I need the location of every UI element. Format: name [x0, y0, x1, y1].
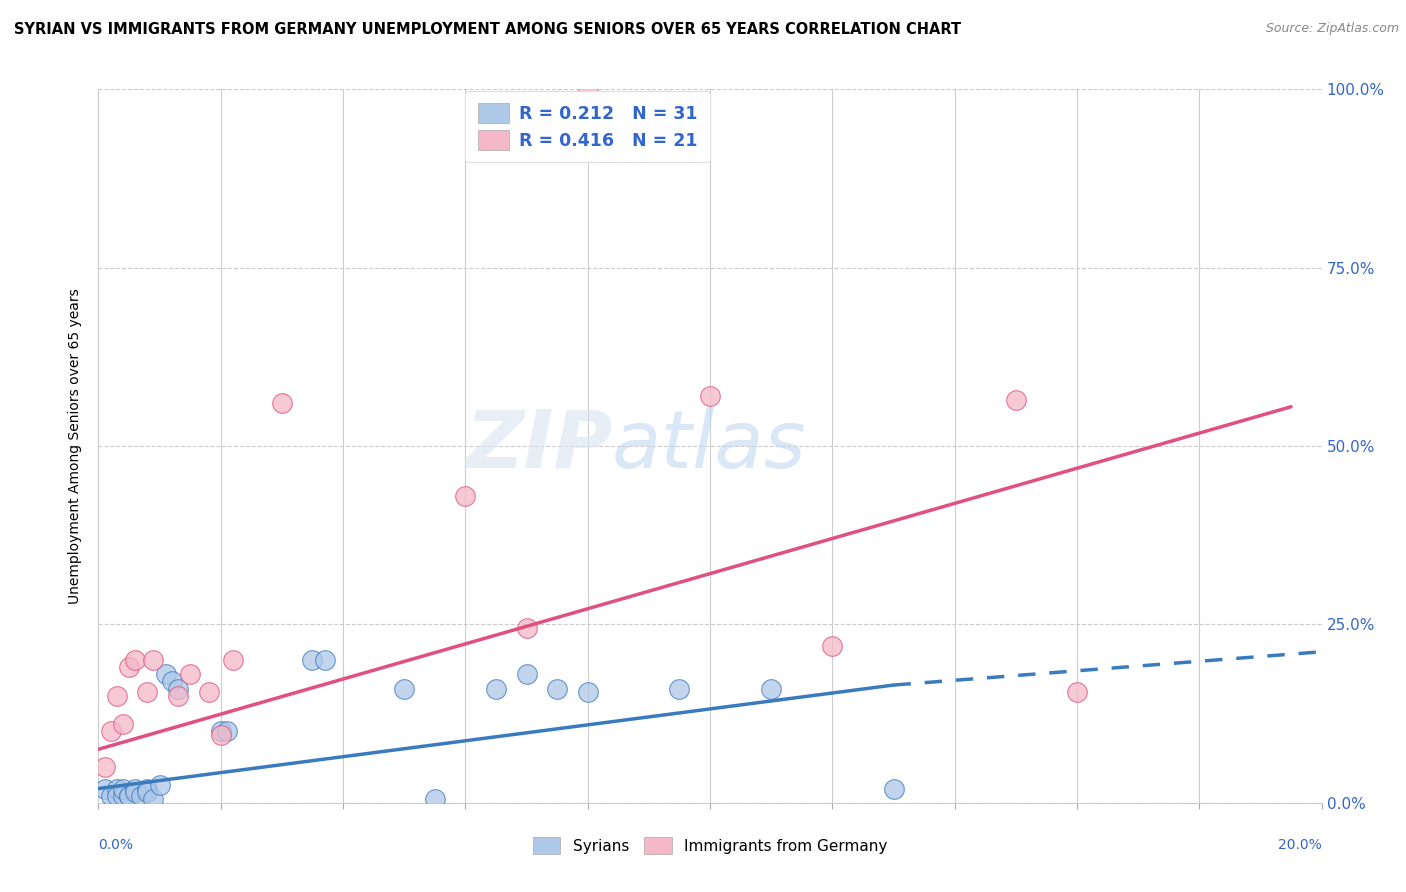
Point: [142, 792, 165, 806]
Point: [136, 785, 159, 799]
Point: [197, 685, 219, 699]
Point: [155, 667, 177, 681]
Point: [1004, 392, 1026, 407]
Point: [167, 689, 190, 703]
Text: SYRIAN VS IMMIGRANTS FROM GERMANY UNEMPLOYMENT AMONG SENIORS OVER 65 YEARS CORRE: SYRIAN VS IMMIGRANTS FROM GERMANY UNEMPL…: [14, 22, 962, 37]
Point: [118, 789, 141, 803]
Point: [576, 82, 599, 96]
Point: [759, 681, 782, 696]
Point: [129, 789, 152, 803]
Point: [668, 681, 690, 696]
Point: [105, 789, 128, 803]
Legend: Syrians, Immigrants from Germany: Syrians, Immigrants from Germany: [523, 828, 897, 863]
Point: [516, 621, 538, 635]
Point: [209, 724, 232, 739]
Point: [124, 781, 146, 796]
Text: atlas: atlas: [612, 407, 807, 485]
Point: [160, 674, 183, 689]
Point: [111, 789, 134, 803]
Point: [576, 685, 599, 699]
Point: [136, 685, 159, 699]
Text: 0.0%: 0.0%: [98, 838, 134, 852]
Point: [215, 724, 238, 739]
Y-axis label: Unemployment Among Seniors over 65 years: Unemployment Among Seniors over 65 years: [69, 288, 83, 604]
Point: [124, 653, 146, 667]
Point: [699, 389, 721, 403]
Point: [118, 660, 141, 674]
Text: 20.0%: 20.0%: [1278, 838, 1322, 852]
Text: Source: ZipAtlas.com: Source: ZipAtlas.com: [1265, 22, 1399, 36]
Point: [149, 778, 172, 792]
Point: [105, 781, 128, 796]
Point: [167, 681, 190, 696]
Point: [546, 681, 568, 696]
Point: [105, 689, 128, 703]
Point: [136, 781, 159, 796]
Point: [883, 781, 905, 796]
Point: [111, 781, 134, 796]
Point: [392, 681, 416, 696]
Point: [222, 653, 245, 667]
Point: [142, 653, 165, 667]
Point: [93, 760, 115, 774]
Point: [118, 789, 141, 803]
Point: [423, 792, 446, 806]
Point: [93, 781, 115, 796]
Point: [821, 639, 844, 653]
Point: [100, 789, 122, 803]
Point: [454, 489, 477, 503]
Point: [100, 724, 122, 739]
Text: ZIP: ZIP: [465, 407, 612, 485]
Point: [1066, 685, 1088, 699]
Point: [179, 667, 201, 681]
Point: [111, 717, 134, 731]
Point: [270, 396, 292, 410]
Point: [124, 785, 146, 799]
Point: [301, 653, 323, 667]
Point: [314, 653, 336, 667]
Point: [485, 681, 508, 696]
Point: [516, 667, 538, 681]
Point: [209, 728, 232, 742]
